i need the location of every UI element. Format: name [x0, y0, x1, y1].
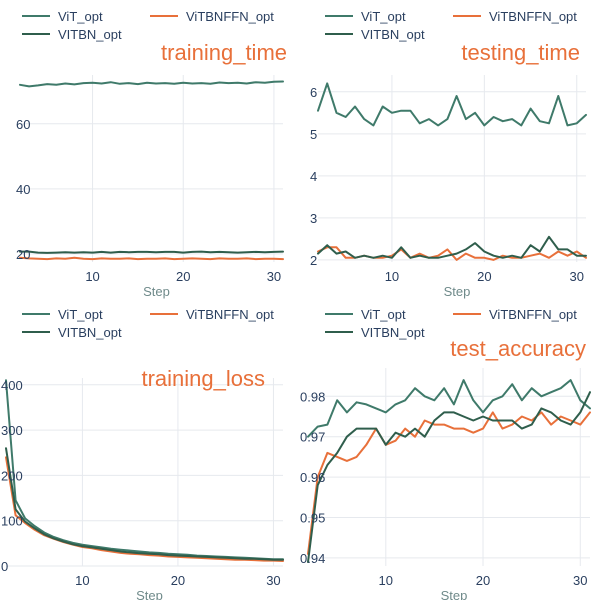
legend-label-vitbnffn[interactable]: ViTBNFFN_opt: [489, 307, 577, 322]
y-tick-label: 0.95: [300, 511, 325, 526]
series-line-vit: [5, 379, 284, 561]
x-tick-label: 10: [379, 573, 393, 588]
chart-panel-testing-time: 10 20 30 2 3 4 5 6 Step testing_time ViT_opt ViTBNF…: [310, 9, 587, 299]
y-tick-label: 100: [1, 514, 23, 529]
y-tick-label: 300: [1, 423, 23, 438]
series-line-vit: [307, 379, 591, 438]
y-tick-label: 0.97: [300, 430, 325, 445]
chart-panel-training-loss: 10 20 300100200300400Steptraining_lossViT_…: [1, 307, 284, 600]
legend: ViT_opt ViTBNFFN_opt VITBN_opt: [22, 9, 274, 42]
x-tick-label: 20: [477, 269, 491, 284]
series-line-vitbnffn: [5, 456, 284, 562]
y-tick-label: 5: [310, 127, 317, 142]
legend-label-vitbnffn[interactable]: ViTBNFFN_opt: [186, 9, 274, 24]
x-axis-label: Step: [441, 588, 468, 600]
chart-title: training_loss: [141, 366, 265, 391]
x-tick-label: 30: [267, 269, 281, 284]
legend: ViT_opt ViTBNFFN_opt VITBN_opt: [325, 307, 577, 340]
series-line-vit: [19, 80, 284, 88]
x-axis-label: Step: [143, 284, 170, 299]
series-line-vit: [317, 82, 587, 127]
series-line-vitbn: [19, 250, 284, 254]
legend-label-vitbn[interactable]: VITBN_opt: [58, 325, 122, 340]
legend-label-vit[interactable]: ViT_opt: [361, 9, 406, 24]
x-tick-label: 30: [266, 573, 280, 588]
y-tick-label: 0.98: [300, 389, 325, 404]
chart-title: training_time: [161, 40, 287, 65]
x-tick-label: 30: [570, 269, 584, 284]
x-tick-label: 20: [176, 269, 190, 284]
legend-label-vitbn[interactable]: VITBN_opt: [361, 325, 425, 340]
x-tick-label: 10: [385, 269, 399, 284]
x-tick-label: 10: [85, 269, 99, 284]
x-tick-label: 30: [573, 573, 587, 588]
series-line-vitbn: [5, 447, 284, 561]
y-tick-label: 0.96: [300, 470, 325, 485]
legend-label-vit[interactable]: ViT_opt: [58, 9, 103, 24]
x-axis-label: Step: [444, 284, 471, 299]
x-tick-label: 20: [171, 573, 185, 588]
y-tick-label: 400: [1, 378, 23, 393]
series-line-vitbn: [307, 391, 591, 563]
x-tick-label: 20: [476, 573, 490, 588]
y-tick-label: 60: [16, 117, 30, 132]
y-tick-label: 4: [310, 169, 317, 184]
x-axis-label: Step: [136, 588, 163, 600]
legend-label-vitbnffn[interactable]: ViTBNFFN_opt: [489, 9, 577, 24]
y-tick-label: 40: [16, 182, 30, 197]
chart-title: test_accuracy: [450, 336, 586, 361]
y-tick-label: 0.94: [300, 551, 325, 566]
series-line-vitbnffn: [19, 256, 284, 261]
series-line-vitbn: [317, 235, 587, 259]
y-tick-label: 3: [310, 211, 317, 226]
legend: ViT_opt ViTBNFFN_opt VITBN_opt: [325, 9, 577, 42]
chart-panel-test-accuracy: 10 20 30 0.94 0.95 0.96 0.97 0.98 Step test_accur…: [300, 307, 591, 600]
y-tick-label: 6: [310, 85, 317, 100]
series-line-vitbnffn: [307, 411, 591, 555]
legend-label-vitbn[interactable]: VITBN_opt: [58, 27, 122, 42]
legend-label-vit[interactable]: ViT_opt: [361, 307, 406, 322]
legend-label-vit[interactable]: ViT_opt: [58, 307, 103, 322]
legend-label-vitbn[interactable]: VITBN_opt: [361, 27, 425, 42]
chart-panel-training-time: 10 20 30 20 40 60 Step training_time ViT_opt ViTB…: [16, 9, 287, 299]
legend: ViT_opt ViTBNFFN_opt VITBN_opt: [22, 307, 274, 340]
y-tick-label: 2: [310, 253, 317, 268]
x-tick-label: 10: [75, 573, 89, 588]
y-tick-label: 20: [16, 247, 30, 262]
legend-label-vitbnffn[interactable]: ViTBNFFN_opt: [186, 307, 274, 322]
y-tick-label: 200: [1, 468, 23, 483]
y-tick-label: 0: [1, 559, 8, 574]
chart-title: testing_time: [461, 40, 580, 65]
